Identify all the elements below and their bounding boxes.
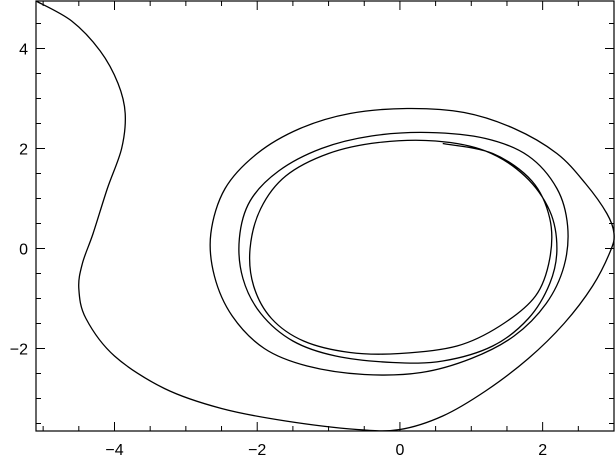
y-tick-label: −2 [10,342,28,359]
x-tick-label: −4 [105,442,123,459]
y-tick-label: 0 [19,242,28,259]
x-tick-label: 2 [538,442,547,459]
y-tick-label: 2 [19,142,28,159]
x-tick-label: −2 [248,442,266,459]
tick-marks [36,1,615,431]
y-tick-label: 4 [19,42,28,59]
x-tick-label: 0 [395,442,404,459]
trajectory-curve [35,0,615,432]
plot-frame [35,0,615,432]
tick-labels: −4 −2 0 2 −2 0 2 4 [10,42,547,459]
